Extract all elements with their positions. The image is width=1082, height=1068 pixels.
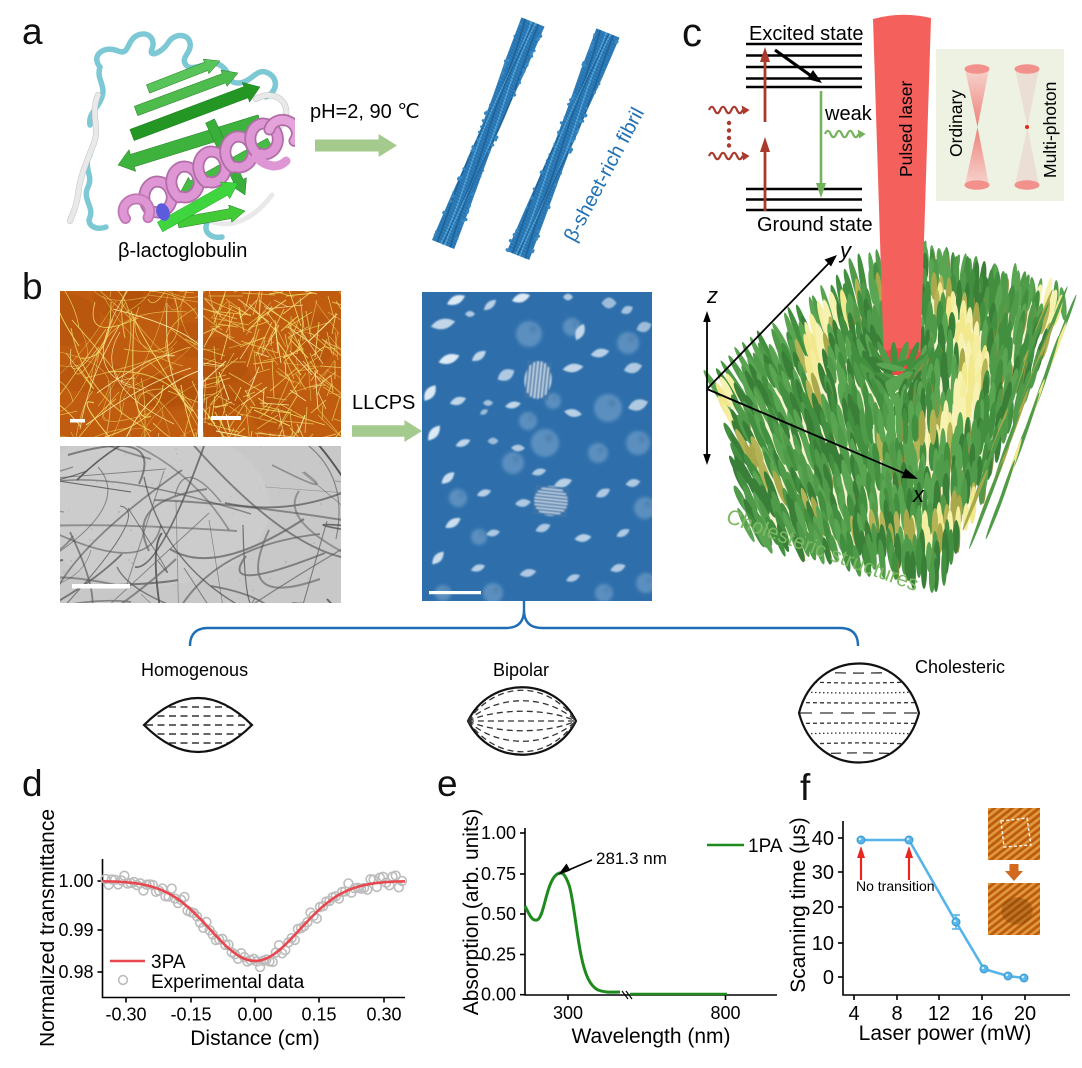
svg-text:30: 30 [812,862,834,884]
svg-text:300: 300 [553,1003,583,1023]
svg-text:800: 800 [710,1003,740,1023]
svg-text:Wavelength (nm): Wavelength (nm) [571,1025,730,1048]
svg-text:0.00: 0.00 [237,1005,272,1025]
svg-text:Experimental data: Experimental data [151,972,305,993]
svg-text:20: 20 [812,897,834,919]
svg-text:0.30: 0.30 [366,1005,401,1025]
svg-text:16: 16 [971,1003,993,1025]
svg-text:Absorption (arb. units): Absorption (arb. units) [460,809,483,1016]
svg-text:1PA: 1PA [748,836,783,857]
svg-text:0.00: 0.00 [481,985,516,1005]
svg-text:0: 0 [823,967,834,989]
svg-text:12: 12 [928,1003,950,1025]
svg-text:0.50: 0.50 [481,904,516,924]
svg-text:10: 10 [812,933,834,955]
svg-text:40: 40 [812,828,834,850]
svg-text:-0.15: -0.15 [170,1005,211,1025]
svg-text:0.25: 0.25 [481,945,516,965]
svg-text:0.99: 0.99 [58,920,93,940]
svg-text:Scanning time (μs): Scanning time (μs) [787,817,810,993]
svg-text:4: 4 [848,1003,859,1025]
svg-text:3PA: 3PA [151,952,186,973]
svg-text:Distance (cm): Distance (cm) [190,1027,320,1050]
svg-text:0.98: 0.98 [58,962,93,982]
svg-text:Laser power (mW): Laser power (mW) [859,1022,1032,1045]
svg-text:20: 20 [1014,1003,1036,1025]
svg-text:0.75: 0.75 [481,864,516,884]
svg-text:1.00: 1.00 [481,823,516,843]
svg-text:-0.30: -0.30 [105,1005,146,1025]
svg-text:Normalized transmittance: Normalized transmittance [40,809,59,1047]
svg-text:1.00: 1.00 [58,871,93,891]
svg-text:8: 8 [891,1003,902,1025]
svg-text:No transition: No transition [856,878,935,894]
svg-text:281.3 nm: 281.3 nm [596,849,667,868]
svg-text:0.15: 0.15 [301,1005,336,1025]
